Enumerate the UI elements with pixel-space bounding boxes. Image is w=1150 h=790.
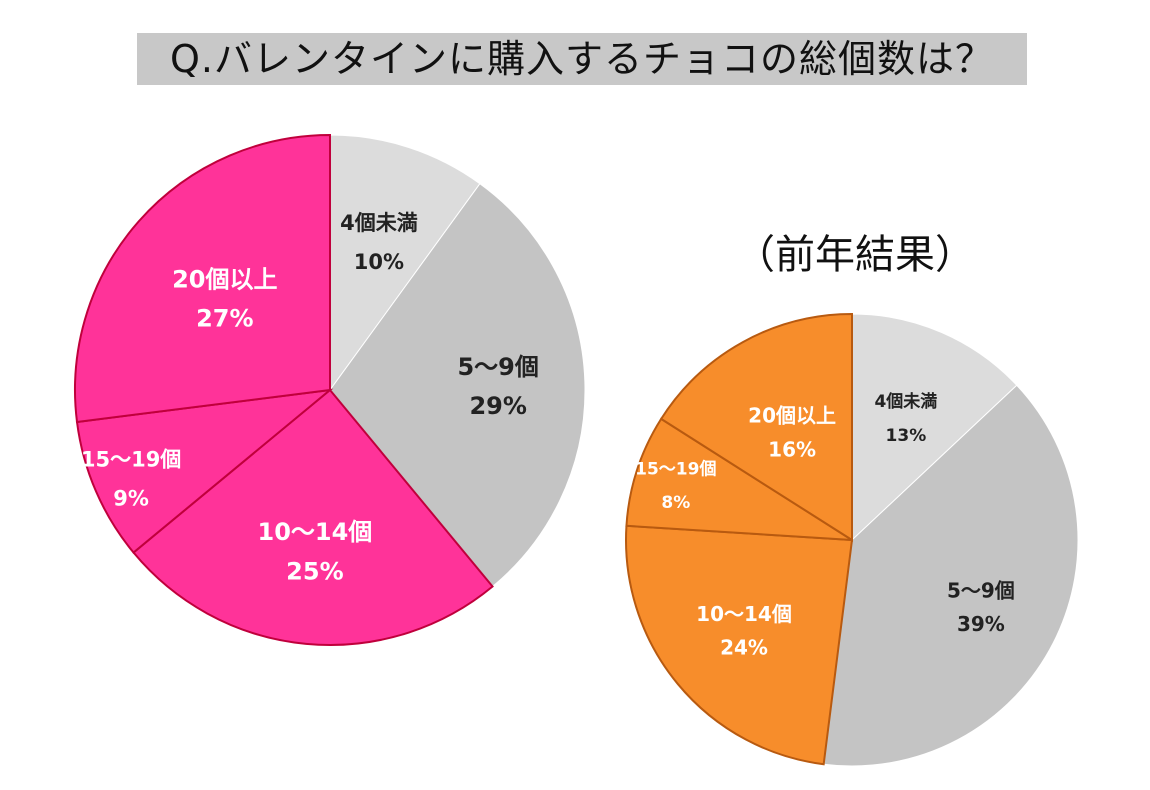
previous-slice-under-4 <box>851 313 1018 542</box>
previous-slice-5-9 <box>823 384 1079 767</box>
current-label-15-19: 15～19個 <box>81 447 181 471</box>
current-value-15-19: 9% <box>113 487 149 511</box>
previous-slice-15-19 <box>625 417 853 541</box>
previous-year-pie: 4個未満 13% 5～9個 39% 10～14個 24% 15～19個 8% 20個以上 16% <box>625 312 1079 767</box>
previous-year-caption: （前年結果） <box>735 232 975 278</box>
previous-slice-10-14 <box>625 524 854 766</box>
current-value-5-9: 29% <box>469 392 526 420</box>
chart-title: Q.バレンタインに購入するチョコの総個数は？ <box>170 37 994 81</box>
current-label-5-9: 5～9個 <box>457 353 538 381</box>
current-label-under-4: 4個未満 <box>340 211 418 235</box>
previous-value-20-plus: 16% <box>768 437 816 461</box>
current-label-10-14: 10～14個 <box>258 518 373 546</box>
current-value-under-4: 10% <box>354 250 404 274</box>
title-background <box>137 33 1027 85</box>
previous-slice-20-plus <box>659 312 853 542</box>
previous-label-15-19: 15～19個 <box>635 458 716 479</box>
current-label-20-plus: 20個以上 <box>172 266 277 294</box>
current-value-20-plus: 27% <box>196 305 253 333</box>
current-year-pie: 4個未満 10% 5～9個 29% 10～14個 25% 15～19個 9% 20個以上 27% <box>74 133 586 646</box>
previous-label-10-14: 10～14個 <box>696 602 792 626</box>
current-slice-10-14 <box>132 388 494 646</box>
previous-label-20-plus: 20個以上 <box>748 404 836 428</box>
current-slice-15-19 <box>75 388 334 554</box>
previous-value-under-4: 13% <box>886 426 927 446</box>
current-slice-5-9 <box>329 183 586 588</box>
previous-value-5-9: 39% <box>957 612 1005 636</box>
current-slice-under-4 <box>329 134 481 392</box>
previous-label-5-9: 5～9個 <box>947 578 1015 602</box>
current-value-10-14: 25% <box>286 557 343 585</box>
current-slice-20-plus <box>74 133 331 424</box>
previous-value-10-14: 24% <box>720 636 768 660</box>
previous-label-under-4: 4個未満 <box>874 391 937 412</box>
previous-value-15-19: 8% <box>661 493 690 513</box>
